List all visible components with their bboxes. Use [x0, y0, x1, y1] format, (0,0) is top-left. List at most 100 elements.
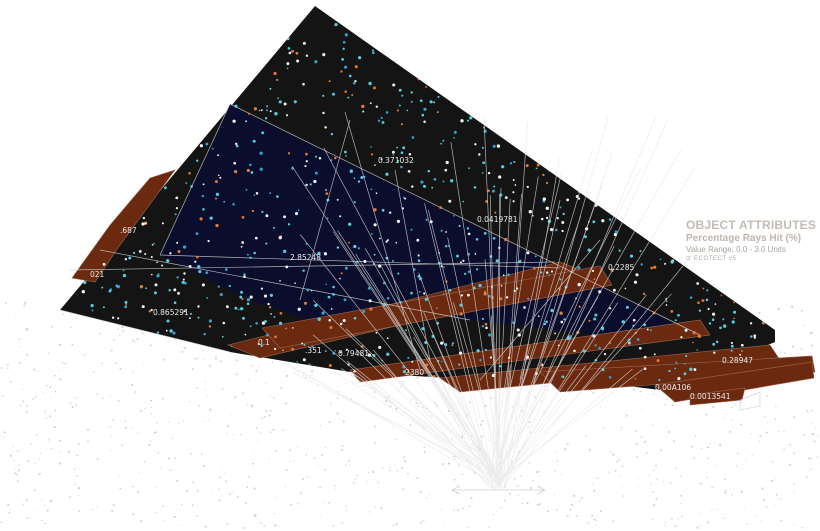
hit-point [236, 17, 240, 21]
hit-point [505, 296, 509, 299]
ground-point [511, 405, 514, 408]
ground-point [777, 307, 780, 311]
ground-point [100, 362, 103, 365]
hit-point [146, 70, 149, 73]
hit-point [261, 131, 265, 135]
hit-point [649, 329, 652, 332]
hit-point [429, 21, 432, 24]
hit-point [146, 101, 149, 104]
ground-point [157, 452, 159, 454]
hit-point [671, 232, 675, 236]
ground-point [27, 460, 30, 462]
ground-point [194, 402, 196, 404]
hit-point [701, 133, 705, 137]
ground-point [715, 508, 718, 510]
hit-point [103, 134, 107, 138]
hit-point [442, 6, 446, 10]
ground-point [746, 523, 749, 526]
hit-point [619, 190, 623, 193]
ground-point [71, 406, 74, 408]
hit-point [220, 367, 224, 372]
ground-point [607, 471, 609, 473]
hit-point [744, 133, 747, 136]
ground-point [595, 520, 598, 522]
hit-point [396, 219, 401, 224]
hit-point [325, 189, 327, 191]
ground-point [764, 504, 766, 506]
hit-point [176, 276, 179, 279]
hit-point [152, 352, 155, 355]
hit-point [751, 45, 754, 48]
hit-point [303, 301, 308, 305]
hit-point [210, 74, 213, 77]
hit-point [679, 172, 683, 176]
hit-point [628, 122, 632, 126]
hit-point [668, 149, 671, 153]
ground-point [243, 526, 246, 530]
ground-point [13, 303, 15, 305]
hit-point [498, 175, 502, 179]
ground-point [767, 421, 769, 423]
hit-point [325, 192, 329, 195]
ground-point [182, 420, 184, 422]
hit-point [645, 115, 648, 118]
hit-point [750, 335, 753, 338]
ground-point [495, 510, 497, 513]
hit-point [104, 204, 108, 209]
ground-point [181, 350, 184, 353]
hit-point [654, 238, 658, 242]
ground-point [664, 521, 667, 524]
ground-point [215, 358, 217, 361]
hit-point [374, 164, 376, 166]
ground-point [447, 462, 451, 465]
hit-point [754, 187, 758, 191]
ground-point [73, 468, 76, 471]
ground-point [4, 302, 7, 305]
hit-point [442, 139, 445, 142]
hit-point [530, 126, 534, 130]
hit-point [302, 269, 305, 272]
ray-line [496, 361, 530, 471]
ground-point [48, 439, 50, 441]
hit-point [560, 320, 564, 324]
hit-point [506, 15, 510, 19]
ray-line [283, 361, 494, 484]
hit-point [189, 96, 193, 99]
hit-point [586, 405, 588, 407]
hit-point [144, 350, 148, 353]
hit-point [736, 296, 741, 300]
hit-point [371, 153, 374, 156]
ground-point [319, 514, 321, 516]
hit-point [386, 296, 390, 300]
hit-point [259, 151, 263, 155]
hit-point [330, 132, 334, 136]
ground-point [118, 400, 120, 402]
hit-point [334, 349, 337, 352]
ground-point [252, 462, 255, 465]
hit-point [596, 142, 600, 146]
hit-point [120, 380, 124, 384]
hit-point [83, 251, 86, 254]
ground-point [719, 443, 722, 446]
hit-point [344, 90, 347, 93]
ground-point [62, 361, 64, 364]
ray-line [312, 300, 497, 478]
hit-point [240, 387, 244, 390]
ground-point [248, 378, 250, 381]
hit-point [660, 206, 663, 210]
ground-point [43, 505, 45, 507]
hit-point [135, 93, 138, 96]
ground-point [419, 521, 422, 524]
ground-point [591, 514, 594, 517]
hit-point [470, 57, 473, 60]
hit-point [166, 319, 170, 323]
hit-point [224, 268, 228, 271]
hit-point [348, 74, 352, 78]
ground-point [517, 494, 519, 496]
ground-point [78, 443, 80, 445]
hit-point [265, 57, 269, 60]
hit-point [204, 78, 207, 81]
hit-point [137, 87, 141, 90]
hit-point [749, 54, 753, 57]
ground-point [286, 374, 289, 378]
